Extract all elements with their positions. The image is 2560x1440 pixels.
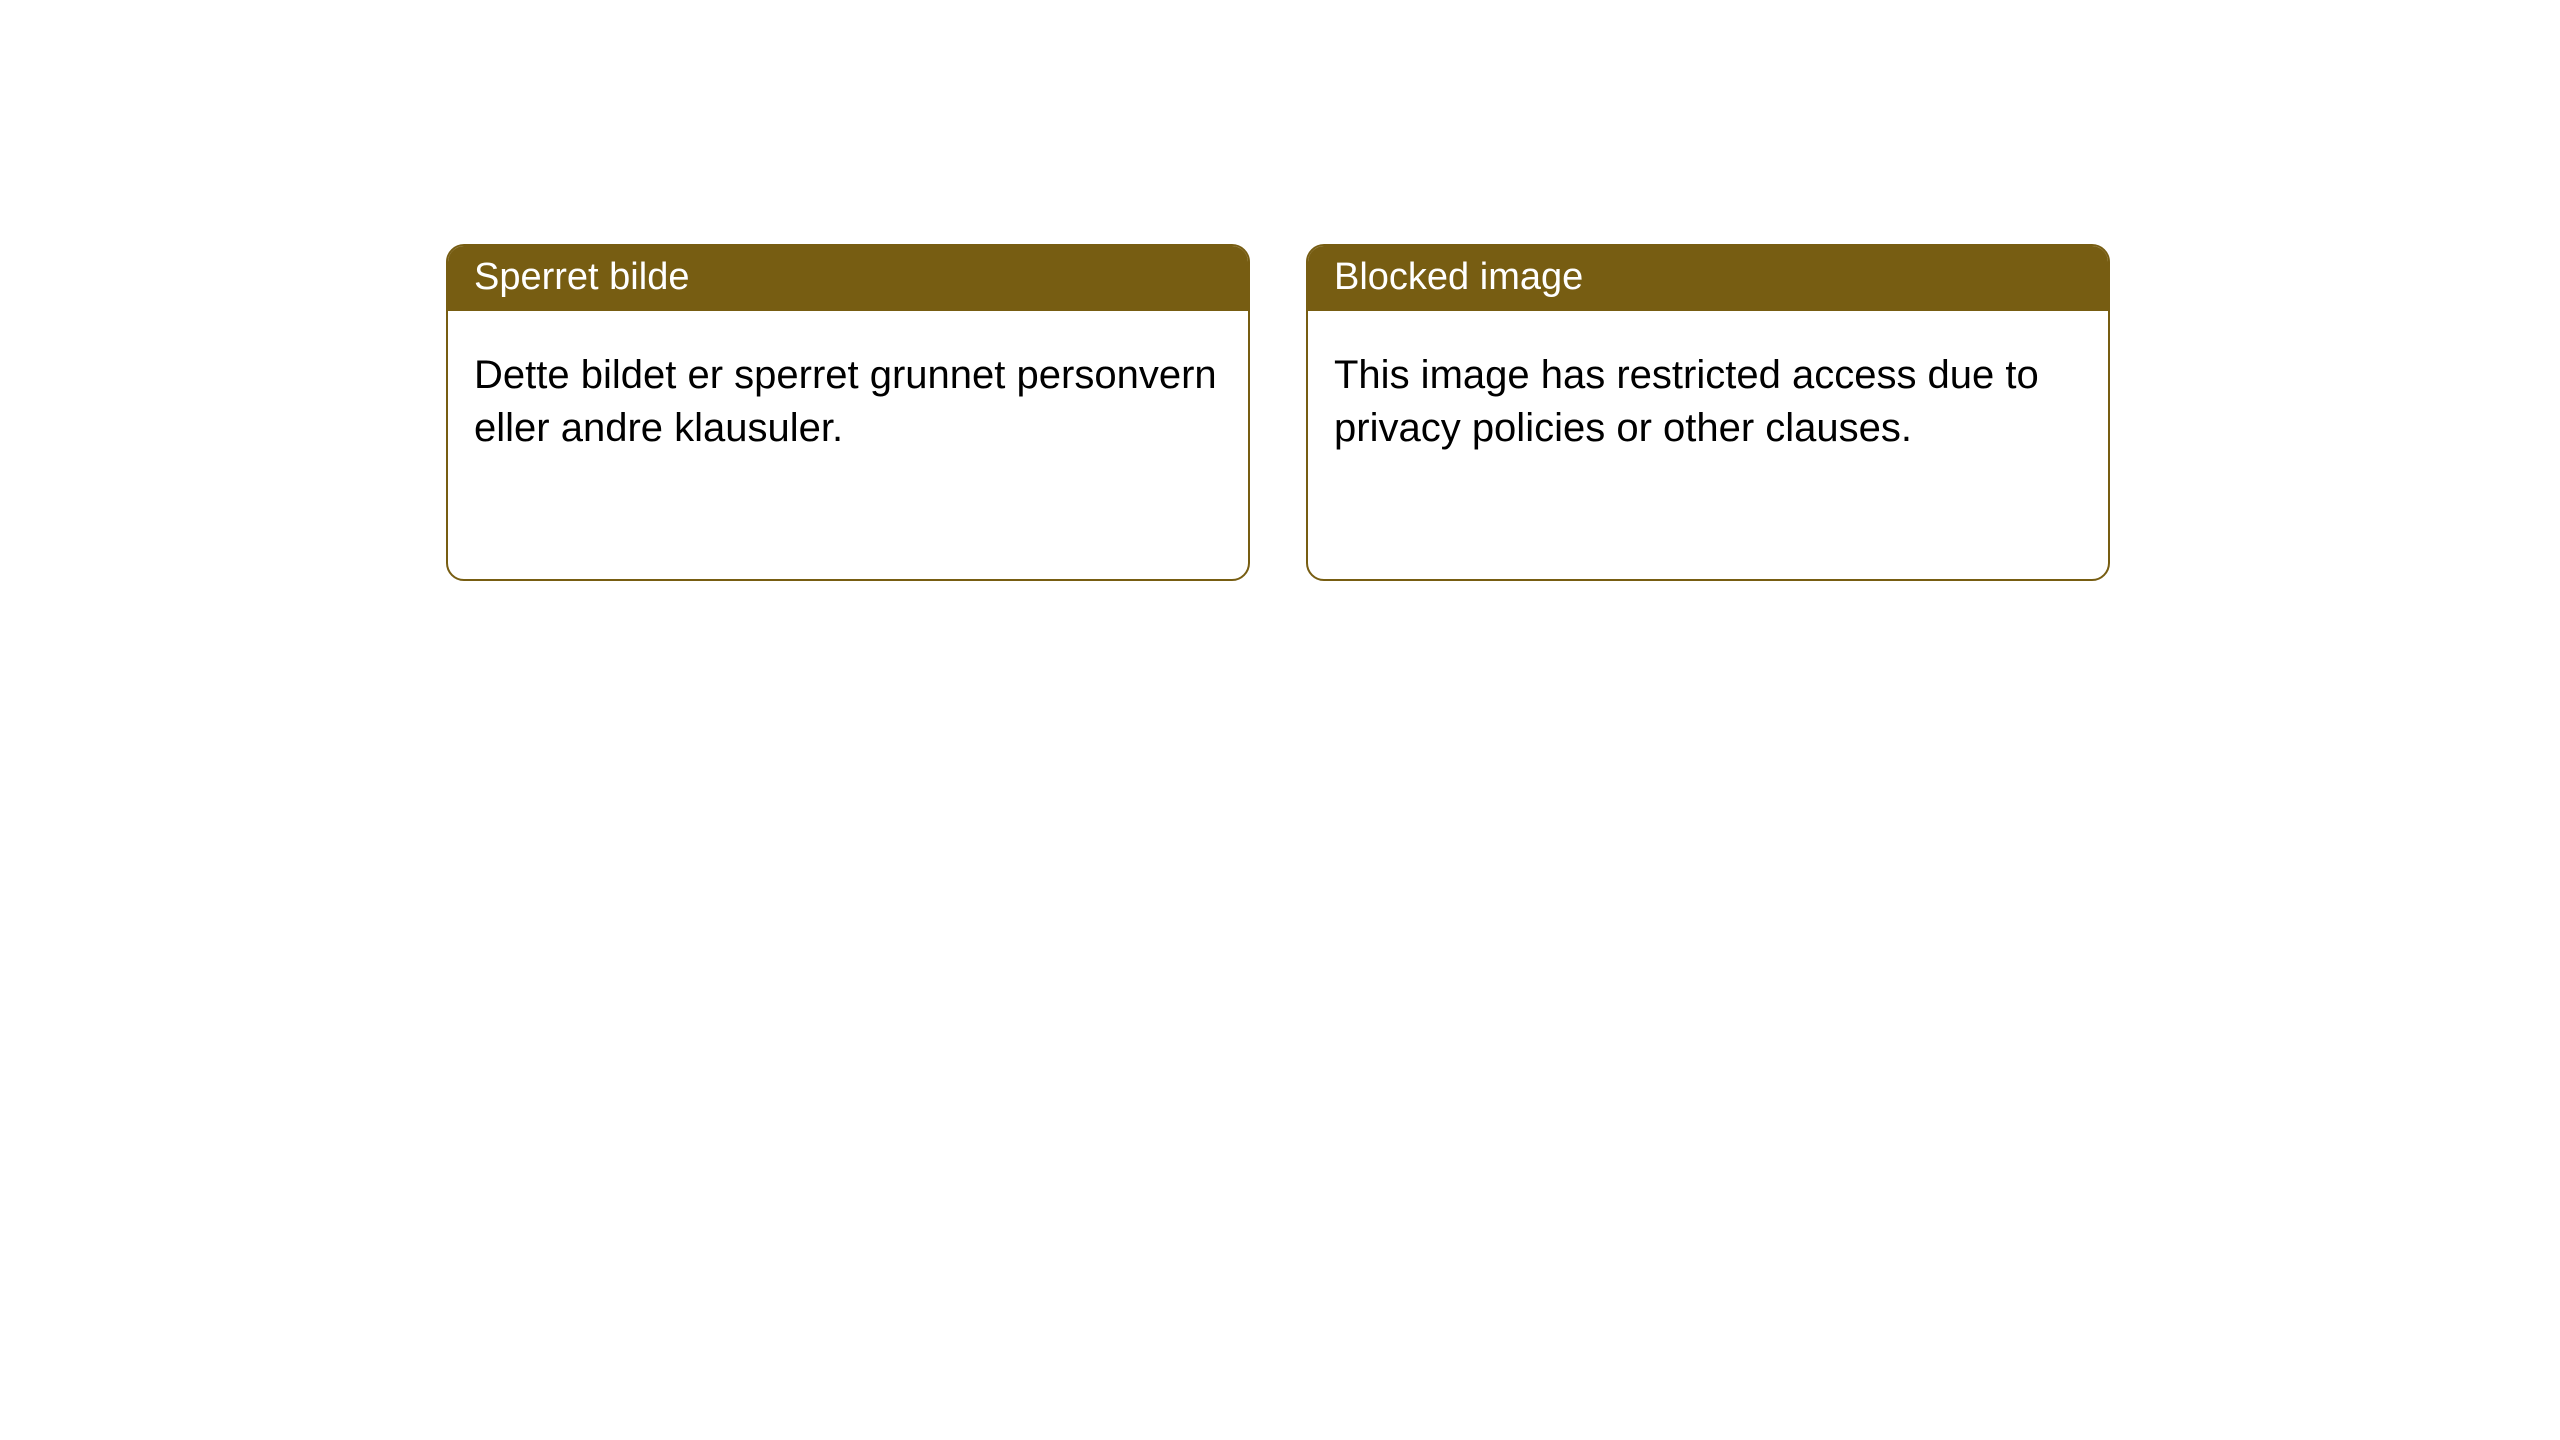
- card-body-english: This image has restricted access due to …: [1308, 311, 2108, 481]
- notice-cards-container: Sperret bilde Dette bildet er sperret gr…: [0, 0, 2560, 581]
- card-body-norwegian: Dette bildet er sperret grunnet personve…: [448, 311, 1248, 481]
- notice-card-english: Blocked image This image has restricted …: [1306, 244, 2110, 581]
- notice-card-norwegian: Sperret bilde Dette bildet er sperret gr…: [446, 244, 1250, 581]
- card-header-english: Blocked image: [1308, 246, 2108, 311]
- card-header-norwegian: Sperret bilde: [448, 246, 1248, 311]
